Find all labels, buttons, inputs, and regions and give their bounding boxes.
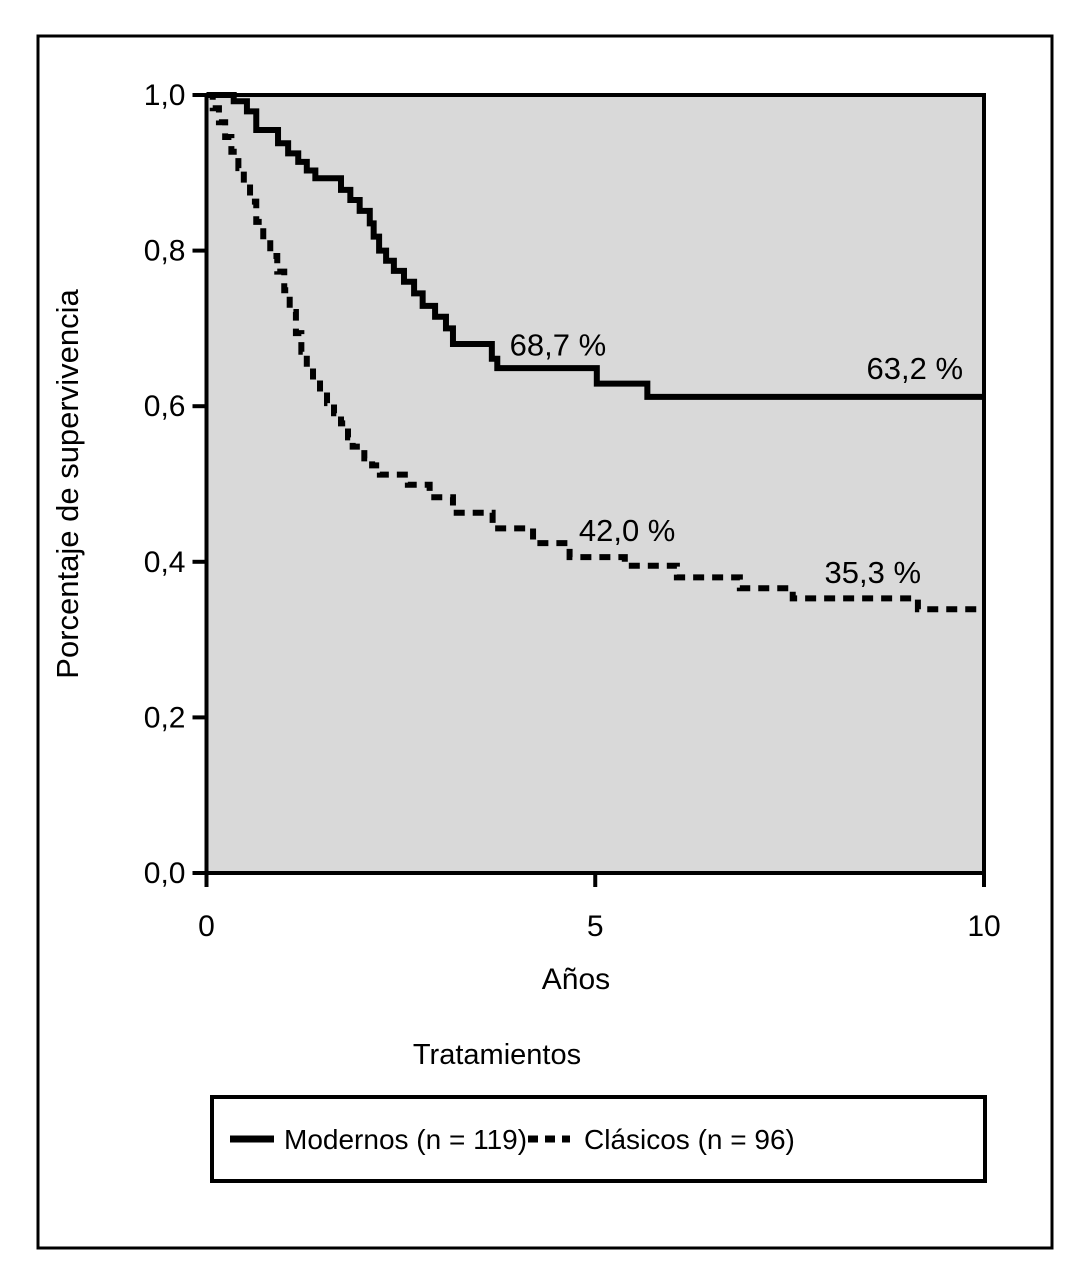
survival-annotation: 68,7 %	[510, 328, 607, 363]
figure-border	[36, 34, 1054, 1250]
x-tick-label: 5	[587, 910, 604, 943]
curve-annotations: 68,7 % 63,2 % 42,0 % 35,3 %	[510, 328, 963, 590]
survival-annotation: 63,2 %	[867, 351, 964, 386]
survival-curves	[206, 92, 984, 613]
y-axis-ticks: 1,0 0,8 0,6 0,4 0,2 0,0	[144, 79, 207, 890]
legend-box	[210, 1095, 987, 1183]
x-axis-ticks: 0 5 10	[198, 873, 1001, 943]
y-tick-label: 0,4	[144, 546, 186, 579]
y-tick-label: 1,0	[144, 79, 186, 112]
x-tick-label: 0	[198, 910, 215, 943]
y-tick-label: 0,6	[144, 390, 186, 423]
legend-label-clasicos: Clásicos (n = 96)	[584, 1124, 795, 1155]
y-tick-label: 0,0	[144, 857, 186, 890]
x-axis-title: Años	[542, 963, 610, 996]
y-axis-title: Porcentaje de supervivencia	[50, 289, 85, 679]
y-tick-label: 0,8	[144, 235, 186, 268]
curve-modernos	[206, 92, 984, 400]
legend-label-modernos: Modernos (n = 119)	[284, 1124, 527, 1155]
curve-clasicos	[206, 92, 984, 613]
plot-area	[204, 93, 986, 875]
survival-annotation: 42,0 %	[579, 513, 676, 548]
legend-title: Tratamientos	[413, 1039, 581, 1071]
survival-annotation: 35,3 %	[825, 555, 922, 590]
y-tick-label: 0,2	[144, 701, 186, 734]
x-tick-label: 10	[967, 910, 1000, 943]
